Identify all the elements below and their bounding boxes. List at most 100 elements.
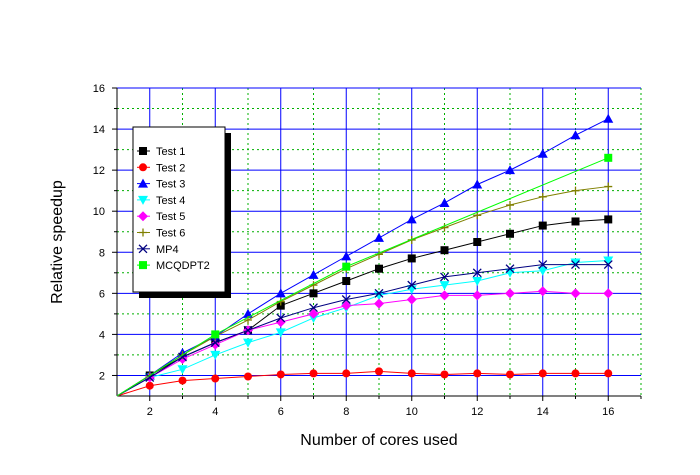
data-point-test-1 (375, 264, 383, 273)
data-point-test-1 (571, 217, 580, 226)
data-point-test-3 (406, 214, 417, 224)
data-point-test-1 (538, 221, 547, 230)
data-point-test-2 (473, 369, 482, 378)
data-point-test-5 (308, 308, 319, 319)
x-tick-label: 8 (343, 406, 349, 418)
x-tick-label: 10 (406, 406, 418, 418)
data-point-test-3 (472, 179, 483, 189)
data-point-test-3 (275, 288, 286, 298)
data-point-test-1 (473, 238, 482, 246)
x-axis-label: Number of cores used (300, 432, 457, 449)
legend-marker-test-6 (139, 228, 147, 237)
data-point-test-3 (570, 130, 581, 140)
data-point-mp4 (440, 272, 449, 282)
data-point-test-1 (309, 289, 318, 298)
y-tick-label: 4 (99, 329, 105, 341)
series-line-test-5 (116, 290, 609, 397)
data-point-mp4 (145, 373, 155, 382)
data-point-test-2 (538, 369, 547, 378)
data-point-test-5 (472, 290, 483, 301)
data-point-test-2 (604, 369, 613, 378)
data-point-mp4 (276, 313, 286, 323)
legend-label-test-5: Test 5 (156, 211, 185, 223)
legend-label-test-1: Test 1 (156, 146, 185, 158)
series-line-test-4 (116, 259, 609, 397)
data-point-test-5 (406, 294, 417, 305)
series-test-2 (116, 367, 613, 397)
legend-box (132, 126, 226, 293)
data-point-test-4 (210, 350, 221, 360)
x-tick-label: 6 (278, 406, 284, 418)
data-point-test-5 (505, 288, 515, 299)
x-tick-label: 14 (537, 406, 549, 418)
data-point-mcqdpt2 (211, 330, 220, 339)
data-point-test-4 (439, 281, 450, 291)
y-tick-label: 12 (93, 165, 105, 177)
data-point-mp4 (309, 303, 318, 313)
minor-gridlines (117, 88, 642, 396)
data-point-test-2 (178, 376, 187, 385)
data-point-test-6 (571, 186, 580, 195)
data-point-test-6 (440, 223, 449, 232)
data-point-test-1 (407, 254, 416, 263)
data-point-mp4 (407, 280, 417, 290)
series-line-test-6 (116, 186, 609, 397)
data-point-mp4 (603, 260, 613, 270)
data-point-test-2 (276, 370, 285, 379)
data-point-test-3 (439, 197, 450, 207)
y-tick-label: 10 (93, 206, 105, 218)
data-point-mp4 (210, 338, 220, 348)
data-point-test-4 (570, 258, 581, 268)
legend-marker-mp4 (138, 244, 148, 254)
data-point-test-4 (177, 365, 188, 375)
data-point-test-2 (211, 374, 220, 383)
data-point-test-2 (506, 370, 514, 379)
data-point-test-2 (571, 369, 580, 378)
x-tick-label: 16 (602, 406, 614, 418)
data-point-test-5 (570, 288, 581, 299)
legend-label-mcqdpt2: MCQDPT2 (156, 260, 210, 272)
data-point-mp4 (472, 268, 482, 278)
data-point-test-2 (440, 370, 449, 379)
data-point-test-1 (440, 246, 449, 255)
series-line-mcqdpt2 (116, 157, 609, 397)
y-tick-label: 2 (99, 370, 105, 382)
data-point-test-3 (374, 232, 384, 242)
data-point-test-2 (309, 369, 318, 378)
legend-label-mp4: MP4 (156, 244, 179, 256)
data-point-mcqdpt2 (342, 262, 351, 271)
data-point-test-2 (145, 381, 154, 390)
y-tick-label: 14 (93, 124, 105, 136)
y-tick-label: 6 (99, 288, 105, 300)
legend-marker-mcqdpt2 (139, 261, 147, 270)
data-point-mp4 (505, 264, 515, 274)
x-tick-label: 4 (212, 406, 218, 418)
data-point-test-2 (375, 367, 383, 376)
y-tick-label: 16 (93, 83, 105, 95)
data-point-mp4 (243, 325, 253, 335)
data-point-test-4 (537, 266, 548, 276)
legend-label-test-4: Test 4 (156, 195, 185, 207)
data-point-test-6 (506, 201, 514, 210)
series-mcqdpt2 (116, 153, 613, 397)
legend-marker-test-5 (138, 211, 148, 222)
data-point-test-6 (538, 192, 547, 201)
data-point-test-1 (506, 229, 514, 238)
data-point-test-3 (505, 165, 515, 175)
data-point-mp4 (571, 260, 580, 270)
x-tick-label: 2 (147, 406, 153, 418)
data-point-test-4 (472, 277, 483, 287)
data-point-mp4 (178, 352, 187, 362)
data-point-test-5 (374, 298, 384, 309)
series-mp4 (116, 260, 613, 397)
series-line-test-2 (116, 370, 609, 397)
data-point-test-3 (341, 251, 352, 261)
legend-label-test-2: Test 2 (156, 162, 185, 174)
data-point-mp4 (341, 295, 351, 304)
data-point-test-2 (407, 369, 416, 378)
legend-marker-test-4 (138, 195, 148, 205)
data-point-test-5 (603, 288, 614, 299)
data-point-test-4 (243, 338, 253, 348)
legend: Test 1 Test 2 Test 3 Test 4 Test 5 Test 6 MP4 M… (132, 126, 231, 298)
